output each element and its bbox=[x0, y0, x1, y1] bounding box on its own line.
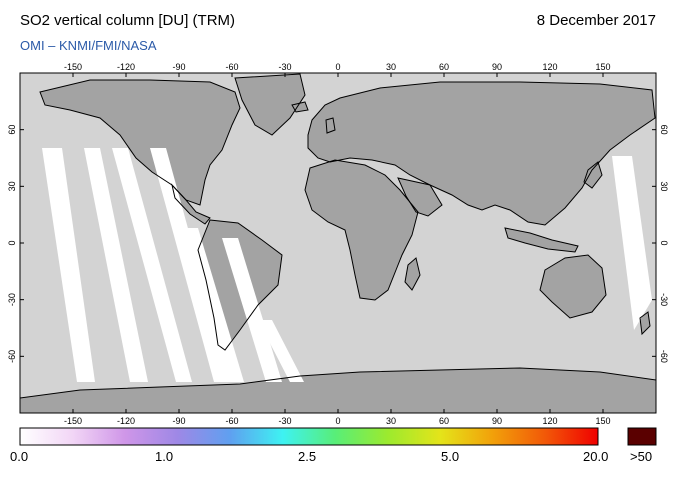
orbit-gap-2 bbox=[84, 148, 148, 382]
lon-tick-label-bottom: -150 bbox=[64, 416, 82, 426]
lat-tick-label-right: -60 bbox=[659, 350, 669, 363]
lon-tick-label-top: 0 bbox=[335, 62, 340, 72]
lon-tick-label-top: 90 bbox=[492, 62, 502, 72]
uk-land bbox=[326, 118, 335, 133]
map-title: SO2 vertical column [DU] (TRM) bbox=[20, 12, 236, 29]
new-zealand-coastline bbox=[639, 311, 651, 336]
lon-tick-label-bottom: 150 bbox=[595, 416, 610, 426]
north-america-coastline bbox=[39, 79, 241, 206]
legend-label-0: 0.0 bbox=[10, 449, 29, 464]
lat-tick-label-right: 30 bbox=[659, 181, 669, 191]
eurasia-land bbox=[308, 82, 655, 225]
data-credit: OMI – KNMI/FMI/NASA bbox=[20, 38, 157, 53]
iceland-coastline bbox=[291, 101, 309, 113]
orbit-gap-6 bbox=[222, 238, 282, 382]
orbit-gap-1 bbox=[42, 148, 95, 382]
lon-tick-label-bottom: 90 bbox=[492, 416, 502, 426]
lat-tick-label-left: 30 bbox=[7, 181, 17, 191]
orbit-gap-8 bbox=[612, 156, 652, 330]
indonesia-coastline bbox=[504, 227, 579, 253]
coastlines bbox=[20, 73, 656, 413]
legend-label-2: 2.5 bbox=[298, 449, 317, 464]
greenland-coastline bbox=[234, 73, 306, 136]
madagascar-coastline bbox=[404, 257, 421, 291]
africa-coastline bbox=[304, 159, 419, 301]
lon-tick-label-top: -150 bbox=[64, 62, 82, 72]
orbit-gap-3 bbox=[112, 148, 192, 382]
eurasia-coastline bbox=[307, 81, 656, 226]
japan-land bbox=[584, 162, 602, 188]
south-america-coastline bbox=[197, 219, 283, 351]
legend-label-1: 1.0 bbox=[155, 449, 174, 464]
lon-tick-label-bottom: 60 bbox=[439, 416, 449, 426]
lat-tick-label-left: 60 bbox=[7, 125, 17, 135]
lon-tick-label-top: -120 bbox=[117, 62, 135, 72]
lon-tick-label-top: 60 bbox=[439, 62, 449, 72]
antarctica-coastline bbox=[20, 367, 656, 413]
lon-tick-label-bottom: -120 bbox=[117, 416, 135, 426]
lat-tick-label-left: -30 bbox=[7, 293, 17, 306]
antarctica-land bbox=[20, 368, 656, 413]
orbit-gap-4 bbox=[150, 148, 230, 382]
map-date: 8 December 2017 bbox=[536, 12, 656, 29]
lon-tick-label-top: 30 bbox=[386, 62, 396, 72]
north-america-land bbox=[40, 80, 240, 205]
australia-land bbox=[540, 255, 606, 318]
orbit-data-gaps bbox=[42, 148, 652, 382]
lat-tick-label-left: 0 bbox=[7, 240, 17, 245]
legend-label-4: 20.0 bbox=[583, 449, 609, 464]
indonesia-land bbox=[505, 228, 578, 252]
orbit-gap-5 bbox=[182, 228, 244, 382]
lon-tick-label-top: 150 bbox=[595, 62, 610, 72]
lon-tick-label-bottom: -90 bbox=[172, 416, 185, 426]
lat-tick-label-right: 60 bbox=[659, 125, 669, 135]
japan-coastline bbox=[583, 161, 603, 189]
lat-tick-label-left: -60 bbox=[7, 350, 17, 363]
graticule-axes: -150 -150 -120 -120 -90 -90 -60 -60 -30 -30 0 0 30 30… bbox=[7, 62, 669, 426]
lon-tick-label-top: -60 bbox=[225, 62, 238, 72]
australia-coastline bbox=[539, 254, 607, 319]
lat-tick-label-right: -30 bbox=[659, 293, 669, 306]
legend-color-bar bbox=[19, 427, 599, 446]
lon-tick-label-bottom: -60 bbox=[225, 416, 238, 426]
lon-tick-label-bottom: 120 bbox=[542, 416, 557, 426]
legend-label-3: 5.0 bbox=[441, 449, 460, 464]
legend-label-overflow: >50 bbox=[630, 449, 653, 464]
lon-tick-label-bottom: -30 bbox=[278, 416, 291, 426]
lon-tick-label-bottom: 0 bbox=[335, 416, 340, 426]
lon-tick-label-bottom: 30 bbox=[386, 416, 396, 426]
arabia-coastline bbox=[397, 177, 443, 217]
lon-tick-label-top: -30 bbox=[278, 62, 291, 72]
uk-coastline bbox=[325, 117, 336, 134]
lat-tick-label-right: 0 bbox=[659, 240, 669, 245]
orbit-gap-7 bbox=[258, 320, 304, 382]
africa-land bbox=[305, 160, 418, 300]
lon-tick-label-top: -90 bbox=[172, 62, 185, 72]
lon-tick-label-top: 120 bbox=[542, 62, 557, 72]
central-america-coastline bbox=[171, 183, 211, 225]
legend-overflow-box bbox=[627, 427, 657, 446]
